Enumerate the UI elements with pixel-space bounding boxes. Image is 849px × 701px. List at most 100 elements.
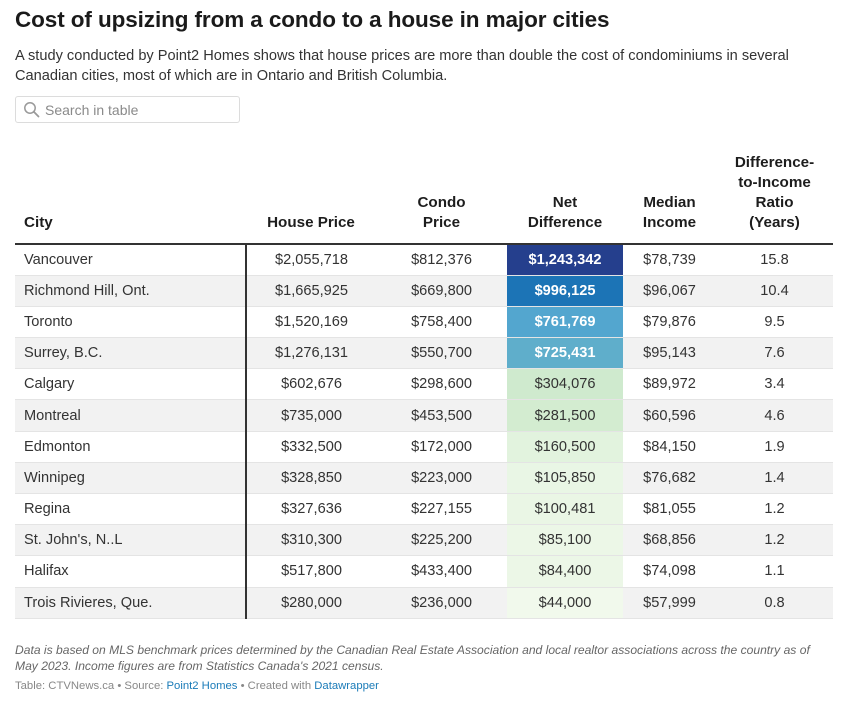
cell-median-income: $57,999 [623, 587, 716, 619]
search-box[interactable] [15, 96, 240, 123]
cell-median-income: $84,150 [623, 431, 716, 463]
cell-ratio: 10.4 [716, 275, 833, 307]
credit-middle: • Created with [237, 680, 315, 692]
cell-ratio: 7.6 [716, 337, 833, 370]
column-header-city[interactable]: City [15, 148, 246, 245]
cell-ratio: 9.5 [716, 306, 833, 339]
cell-median-income: $96,067 [623, 275, 716, 307]
cell-city: Toronto [15, 306, 247, 339]
cell-condo-price: $236,000 [376, 587, 507, 619]
cell-condo-price: $172,000 [376, 431, 507, 463]
cell-house-price: $332,500 [246, 431, 376, 463]
cell-condo-price: $433,400 [376, 555, 507, 588]
credit-line: Table: CTVNews.ca • Source: Point2 Homes… [15, 680, 379, 692]
cell-net-difference: $160,500 [507, 431, 623, 463]
cell-net-difference: $84,400 [507, 555, 623, 588]
cell-house-price: $327,636 [246, 493, 376, 526]
datawrapper-link[interactable]: Datawrapper [314, 680, 379, 692]
cell-city: Surrey, B.C. [15, 337, 247, 370]
cell-condo-price: $550,700 [376, 337, 507, 370]
cell-condo-price: $453,500 [376, 399, 507, 432]
chart-title: Cost of upsizing from a condo to a house… [15, 7, 610, 32]
cell-city: Calgary [15, 368, 247, 401]
cell-house-price: $602,676 [246, 368, 376, 401]
cell-condo-price: $758,400 [376, 306, 507, 339]
table-row: Calgary $602,676 $298,600 $304,076 $89,972 3.… [15, 368, 833, 401]
cell-net-difference: $1,243,342 [507, 244, 623, 276]
cell-condo-price: $298,600 [376, 368, 507, 401]
table-row: Montreal $735,000 $453,500 $281,500 $60,596 4… [15, 399, 833, 432]
cell-condo-price: $223,000 [376, 462, 507, 495]
cell-median-income: $76,682 [623, 462, 716, 495]
cell-net-difference: $85,100 [507, 524, 623, 557]
cell-house-price: $280,000 [246, 587, 376, 619]
cell-median-income: $89,972 [623, 368, 716, 401]
cell-house-price: $517,800 [246, 555, 376, 588]
footnote: Data is based on MLS benchmark prices de… [15, 643, 810, 673]
data-table: City House Price Condo Price Net Differenc… [15, 148, 833, 619]
table-row: Toronto $1,520,169 $758,400 $761,769 $79,876… [15, 306, 833, 339]
cell-city: Halifax [15, 555, 247, 588]
chart-description: A study conducted by Point2 Homes shows … [15, 48, 789, 84]
credit-prefix: Table: CTVNews.ca • Source: [15, 680, 167, 692]
cell-ratio: 3.4 [716, 368, 833, 401]
cell-ratio: 1.4 [716, 462, 833, 495]
cell-house-price: $1,665,925 [246, 275, 376, 307]
cell-city: Trois Rivieres, Que. [15, 587, 247, 619]
cell-net-difference: $100,481 [507, 493, 623, 526]
cell-net-difference: $761,769 [507, 306, 623, 339]
cell-city: St. John's, N..L [15, 524, 247, 557]
cell-net-difference: $304,076 [507, 368, 623, 401]
table-row: Trois Rivieres, Que. $280,000 $236,000 $44,… [15, 587, 833, 619]
column-header-median-income[interactable]: Median Income [623, 148, 716, 245]
column-header-net-difference[interactable]: Net Difference [507, 148, 623, 245]
cell-house-price: $328,850 [246, 462, 376, 495]
cell-median-income: $81,055 [623, 493, 716, 526]
cell-ratio: 1.9 [716, 431, 833, 463]
cell-median-income: $78,739 [623, 244, 716, 276]
table-row: St. John's, N..L $310,300 $225,200 $85,100 $… [15, 524, 833, 557]
cell-condo-price: $227,155 [376, 493, 507, 526]
cell-ratio: 0.8 [716, 587, 833, 619]
cell-ratio: 15.8 [716, 244, 833, 276]
cell-condo-price: $225,200 [376, 524, 507, 557]
cell-ratio: 1.2 [716, 524, 833, 557]
cell-median-income: $60,596 [623, 399, 716, 432]
cell-median-income: $79,876 [623, 306, 716, 339]
column-header-condo-price[interactable]: Condo Price [376, 148, 507, 245]
cell-net-difference: $105,850 [507, 462, 623, 495]
table-row: Halifax $517,800 $433,400 $84,400 $74,098 1.1 [15, 555, 833, 588]
table-header-row: City House Price Condo Price Net Differenc… [15, 148, 833, 245]
cell-median-income: $74,098 [623, 555, 716, 588]
cell-ratio: 1.1 [716, 555, 833, 588]
search-input[interactable] [45, 101, 230, 118]
column-header-ratio[interactable]: Difference-to-Income Ratio (Years) [716, 148, 833, 245]
cell-ratio: 4.6 [716, 399, 833, 432]
cell-net-difference: $725,431 [507, 337, 623, 370]
cell-city: Vancouver [15, 244, 247, 276]
cell-house-price: $1,520,169 [246, 306, 376, 339]
cell-house-price: $1,276,131 [246, 337, 376, 370]
table-body: Vancouver $2,055,718 $812,376 $1,243,342 $78… [15, 244, 833, 619]
table-row: Richmond Hill, Ont. $1,665,925 $669,800 $99… [15, 275, 833, 307]
table-row: Regina $327,636 $227,155 $100,481 $81,055 1.2 [15, 493, 833, 526]
cell-net-difference: $996,125 [507, 275, 623, 307]
cell-net-difference: $44,000 [507, 587, 623, 619]
cell-condo-price: $812,376 [376, 244, 507, 276]
cell-median-income: $95,143 [623, 337, 716, 370]
cell-median-income: $68,856 [623, 524, 716, 557]
table-row: Surrey, B.C. $1,276,131 $550,700 $725,431 $9… [15, 337, 833, 370]
table-row: Edmonton $332,500 $172,000 $160,500 $84,150 1… [15, 431, 833, 463]
cell-city: Regina [15, 493, 247, 526]
cell-house-price: $735,000 [246, 399, 376, 432]
cell-house-price: $310,300 [246, 524, 376, 557]
search-icon [16, 101, 40, 118]
cell-condo-price: $669,800 [376, 275, 507, 307]
cell-net-difference: $281,500 [507, 399, 623, 432]
cell-house-price: $2,055,718 [246, 244, 376, 276]
source-link[interactable]: Point2 Homes [166, 680, 238, 692]
cell-city: Richmond Hill, Ont. [15, 275, 247, 307]
cell-city: Edmonton [15, 431, 247, 463]
column-header-house-price[interactable]: House Price [246, 148, 376, 245]
cell-ratio: 1.2 [716, 493, 833, 526]
